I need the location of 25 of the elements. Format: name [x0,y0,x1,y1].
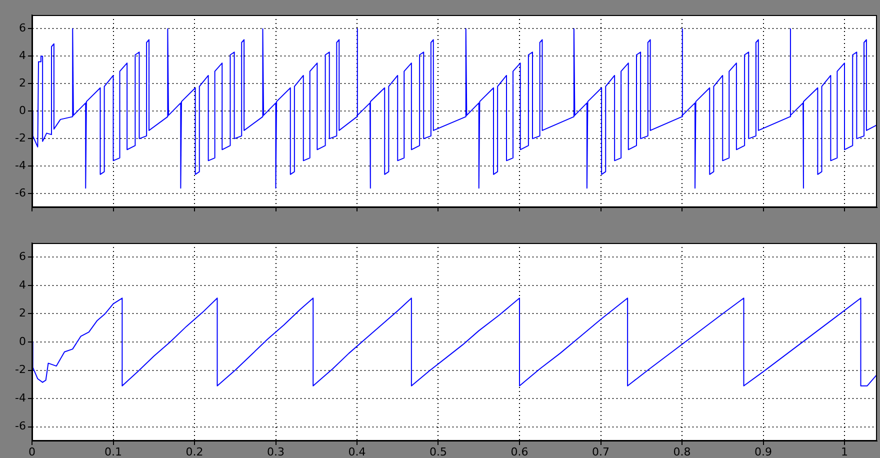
x-tick-label: 1 [841,445,848,458]
x-tick-label: 0.2 [186,445,204,458]
y-tick-label: -2 [15,132,26,145]
y-tick-label: -6 [15,186,26,200]
x-tick-label: 0.1 [104,445,122,458]
y-tick-label: 2 [19,306,26,320]
x-tick-label: 0.3 [267,445,284,458]
y-tick-label: 2 [19,76,26,90]
y-tick-label: 6 [19,22,26,35]
y-tick-label: -4 [15,159,26,172]
x-tick-label: 0.5 [430,445,447,458]
y-tick-label: 0 [19,104,26,118]
y-tick-label: 4 [19,278,26,292]
x-tick-label: 0.4 [348,445,366,458]
y-tick-label: 6 [19,250,26,263]
x-tick-label: 0 [28,445,36,458]
y-tick-label: -6 [15,420,26,433]
y-tick-label: 0 [19,334,26,348]
x-tick-label: 0.7 [592,445,610,458]
y-tick-label: -4 [15,391,26,404]
y-tick-label: -2 [15,363,26,376]
y-tick-label: 4 [19,49,26,62]
x-tick-label: 0.8 [673,445,691,458]
x-tick-label: 0.9 [754,445,772,458]
x-tick-label: 0.6 [510,445,528,458]
